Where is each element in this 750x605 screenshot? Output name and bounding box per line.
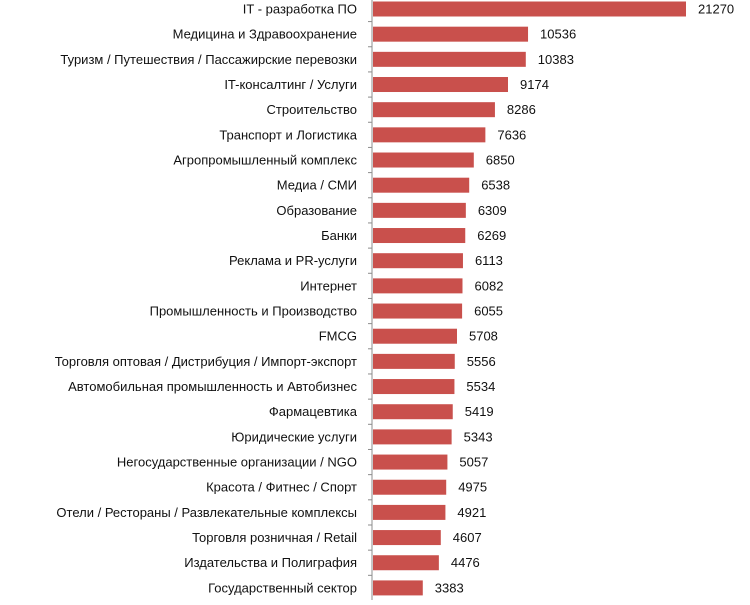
bar [373, 580, 423, 596]
value-label: 4476 [451, 555, 480, 570]
category-label: Торговля оптовая / Дистрибуция / Импорт-… [55, 354, 357, 369]
value-label: 9174 [520, 77, 549, 92]
bar [373, 303, 463, 319]
bar [373, 278, 463, 294]
category-label: Торговля розничная / Retail [192, 530, 357, 545]
bar [373, 102, 495, 118]
bar [373, 429, 452, 445]
category-label: Государственный сектор [208, 580, 357, 595]
category-label: Промышленность и Производство [150, 304, 357, 319]
category-label: FMCG [319, 329, 357, 344]
category-label: Туризм / Путешествия / Пассажирские пере… [60, 52, 357, 67]
value-label: 10536 [540, 27, 576, 42]
bar [373, 530, 441, 546]
value-label: 7636 [497, 127, 526, 142]
value-label: 5708 [469, 329, 498, 344]
value-label: 5343 [464, 429, 493, 444]
category-label: Транспорт и Логистика [219, 127, 357, 142]
value-label: 5419 [465, 404, 494, 419]
value-label: 5057 [459, 455, 488, 470]
category-label: Отели / Рестораны / Развлекательные комп… [56, 505, 357, 520]
bar [373, 353, 455, 369]
bar [373, 228, 466, 244]
bar [373, 77, 509, 93]
category-label: Реклама и PR-услуги [229, 253, 357, 268]
bar [373, 253, 463, 269]
bar [373, 1, 686, 17]
bar [373, 328, 457, 344]
value-label: 8286 [507, 102, 536, 117]
category-label: Интернет [300, 278, 357, 293]
category-label: Банки [321, 228, 357, 243]
bar [373, 152, 474, 168]
bar [373, 555, 439, 571]
value-label: 6850 [486, 153, 515, 168]
category-label: Автомобильная промышленность и Автобизне… [68, 379, 357, 394]
bar [373, 127, 486, 143]
bar [373, 51, 526, 67]
category-label: Негосударственные организации / NGO [117, 455, 357, 470]
value-label: 4975 [458, 480, 487, 495]
bar [373, 177, 470, 193]
category-label: Юридические услуги [231, 429, 357, 444]
value-label: 6055 [474, 304, 503, 319]
bar [373, 404, 453, 420]
value-label: 3383 [435, 580, 464, 595]
value-label: 10383 [538, 52, 574, 67]
category-label: Фармацевтика [269, 404, 358, 419]
value-label: 5534 [466, 379, 495, 394]
category-label: Красота / Фитнес / Спорт [206, 480, 357, 495]
value-label: 5556 [467, 354, 496, 369]
value-label: 6309 [478, 203, 507, 218]
category-label: IT - разработка ПО [243, 2, 357, 17]
bar [373, 454, 448, 470]
bar [373, 504, 446, 520]
category-label: Образование [276, 203, 357, 218]
category-label: Медиа / СМИ [277, 178, 357, 193]
bar [373, 202, 466, 218]
bar [373, 479, 447, 495]
bar [373, 26, 529, 42]
category-label: IT-консалтинг / Услуги [224, 77, 357, 92]
category-label: Медицина и Здравоохранение [173, 27, 357, 42]
category-label: Строительство [267, 102, 357, 117]
value-label: 4921 [457, 505, 486, 520]
value-label: 6082 [475, 278, 504, 293]
bar [373, 379, 455, 395]
value-label: 4607 [453, 530, 482, 545]
value-label: 6269 [477, 228, 506, 243]
category-label: Издательства и Полиграфия [184, 555, 357, 570]
category-label: Агропромышленный комплекс [173, 153, 357, 168]
value-label: 6538 [481, 178, 510, 193]
value-label: 6113 [475, 253, 503, 268]
value-label: 21270 [698, 2, 734, 17]
